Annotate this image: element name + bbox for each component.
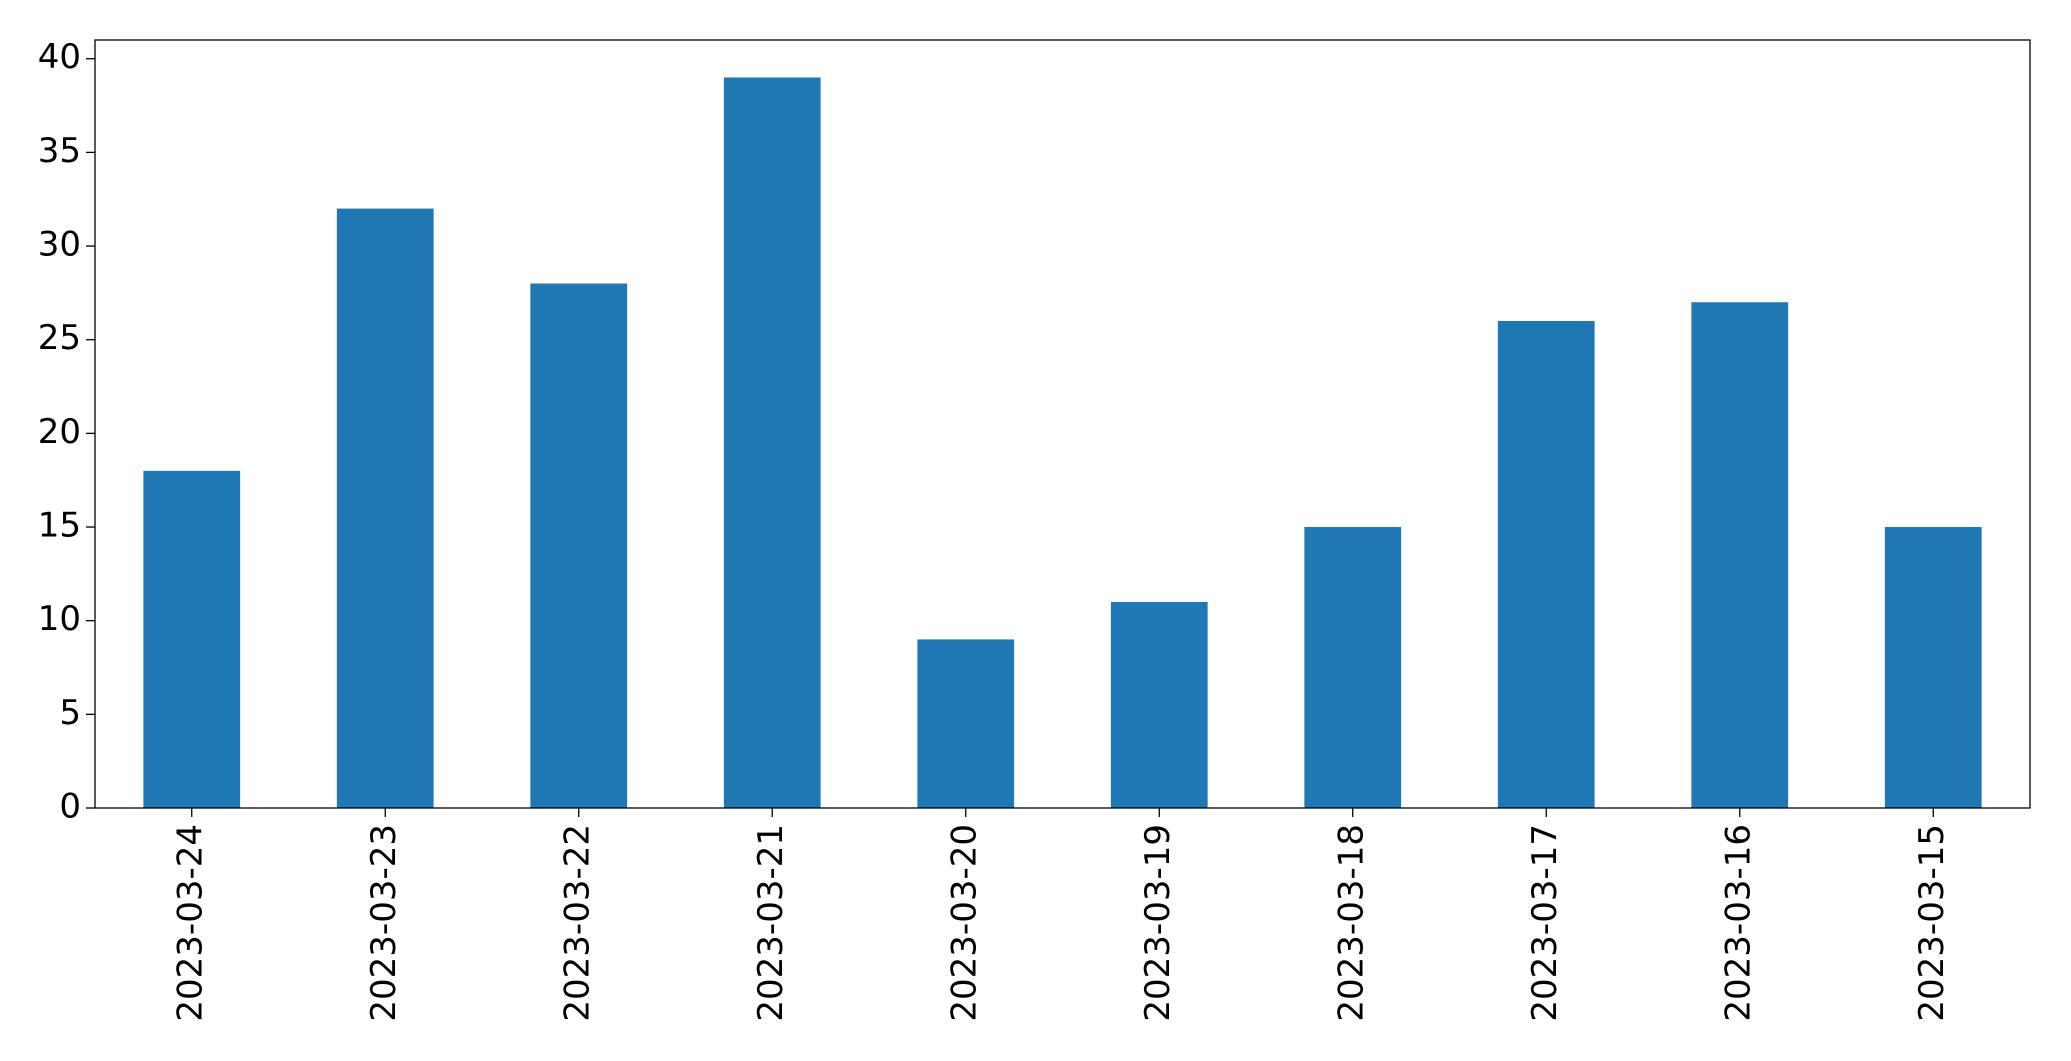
bar [1110,601,1208,808]
y-tick-label: 20 [38,412,81,452]
y-tick-label: 10 [38,599,81,639]
bar [1304,527,1402,808]
bar [723,77,821,808]
x-tick-label: 2023-03-21 [751,824,791,1022]
x-tick-label: 2023-03-15 [1912,824,1952,1022]
bar [1497,320,1595,808]
x-tick-label: 2023-03-20 [944,824,984,1022]
y-tick-label: 40 [38,37,81,77]
x-tick-label: 2023-03-16 [1718,824,1758,1022]
y-tick-label: 5 [59,693,81,733]
x-tick-label: 2023-03-24 [170,824,210,1022]
y-tick-label: 0 [59,787,81,827]
x-tick-label: 2023-03-18 [1331,824,1371,1022]
bar [336,208,434,808]
x-tick-label: 2023-03-23 [364,824,404,1022]
x-tick-label: 2023-03-17 [1525,824,1565,1022]
bar [530,283,628,808]
y-tick-label: 25 [38,318,81,358]
y-tick-label: 15 [38,506,81,546]
y-tick-label: 35 [38,131,81,171]
y-tick-label: 30 [38,225,81,265]
x-tick-label: 2023-03-19 [1138,824,1178,1022]
bar [143,470,241,808]
bar [1691,302,1789,808]
bar [917,639,1015,808]
bar [1884,527,1982,808]
axes-frame [94,39,2031,809]
x-tick-label: 2023-03-22 [557,824,597,1022]
